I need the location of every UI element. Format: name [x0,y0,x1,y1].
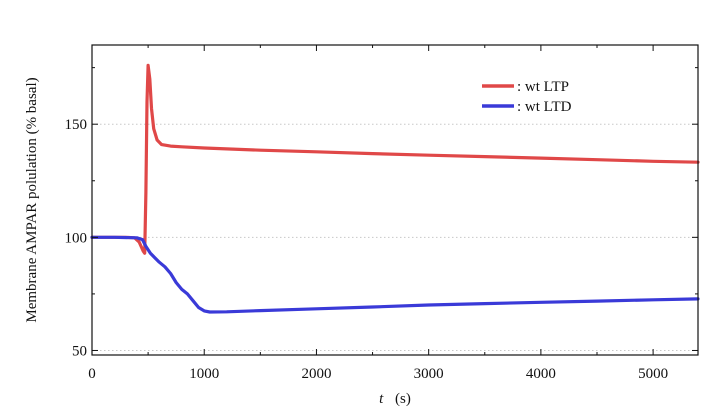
axis-ticks: 0 1000 2000 3000 4000 5000 50 100 150 [65,45,698,382]
x-tick-label: 3000 [414,366,444,382]
grid-lines [92,123,698,351]
x-axis-label: t (s) [379,391,411,407]
y-axis-label: Membrane AMPAR polulation (% basal) [24,77,40,322]
y-tick-label: 50 [72,343,87,359]
x-tick-label: 4000 [526,366,556,382]
series-line-ltd [90,235,700,314]
plot-series [90,63,700,314]
x-axis-unit: (s) [395,391,411,407]
y-tick-label: 100 [65,230,88,246]
y-tick-label: 150 [65,117,88,133]
x-tick-label: 1000 [189,366,219,382]
legend-label-ltp: : wt LTP [517,79,569,95]
plot-frame [91,44,699,356]
x-tick-label: 2000 [301,366,331,382]
x-axis-variable: t [379,391,384,407]
series-line-ltp [90,63,700,255]
x-tick-label: 0 [88,366,96,382]
legend: : wt LTP : wt LTD [482,79,572,115]
legend-label-ltd: : wt LTD [517,99,572,115]
x-tick-label: 5000 [638,366,668,382]
